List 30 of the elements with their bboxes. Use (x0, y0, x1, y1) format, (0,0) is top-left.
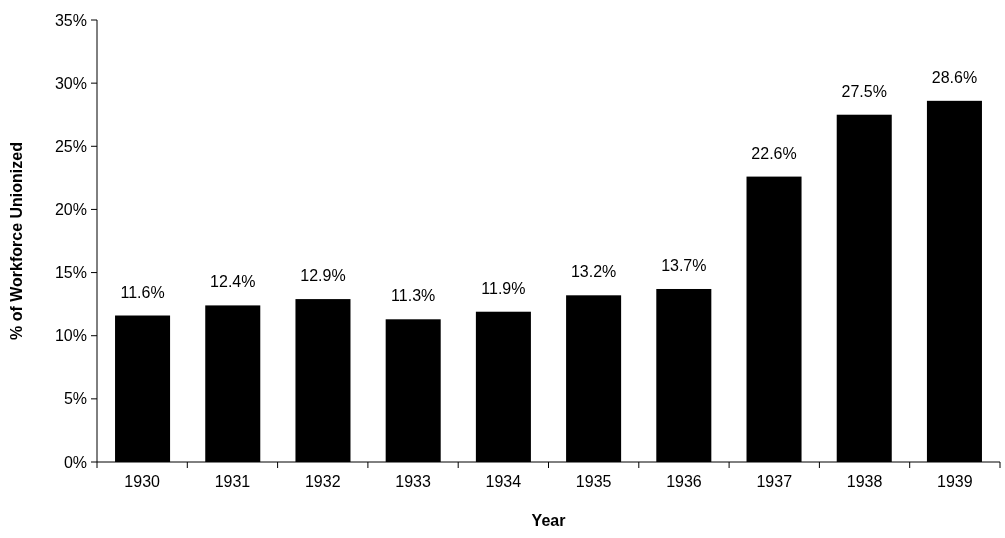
data-label: 27.5% (841, 82, 887, 100)
y-tick-label: 35% (54, 11, 87, 29)
x-tick-label: 1930 (124, 473, 161, 490)
x-tick-label: 1936 (666, 473, 702, 490)
data-label: 12.4% (210, 273, 256, 291)
data-label: 13.2% (570, 263, 617, 281)
x-tick-label: 1938 (846, 473, 883, 490)
y-tick-label: 30% (54, 74, 87, 92)
data-label: 11.6% (120, 283, 165, 301)
y-tick-label: 0% (63, 453, 87, 471)
x-tick-label: 1939 (937, 473, 973, 490)
y-tick-label: 15% (54, 264, 87, 282)
x-tick-label: 1935 (575, 473, 612, 490)
data-label: 28.6% (931, 68, 978, 86)
y-axis-title: % of Workforce Unionized (8, 142, 25, 340)
x-tick-label: 1933 (395, 473, 431, 490)
data-label: 12.9% (300, 267, 346, 285)
x-tick-label: 1937 (756, 473, 793, 490)
y-tick-label: 10% (54, 327, 87, 345)
x-axis-title: Year (531, 512, 566, 529)
x-tick-label: 1931 (214, 473, 251, 490)
data-label: 13.7% (661, 256, 707, 274)
data-label: 11.9% (481, 279, 526, 297)
data-label: 22.6% (751, 144, 797, 162)
y-tick-label: 20% (54, 201, 87, 219)
y-tick-label: 5% (63, 390, 87, 408)
x-tick-label: 1932 (304, 473, 341, 490)
y-tick-label: 25% (54, 137, 87, 155)
x-tick-label: 1934 (485, 473, 522, 490)
data-label: 11.3% (391, 287, 436, 305)
